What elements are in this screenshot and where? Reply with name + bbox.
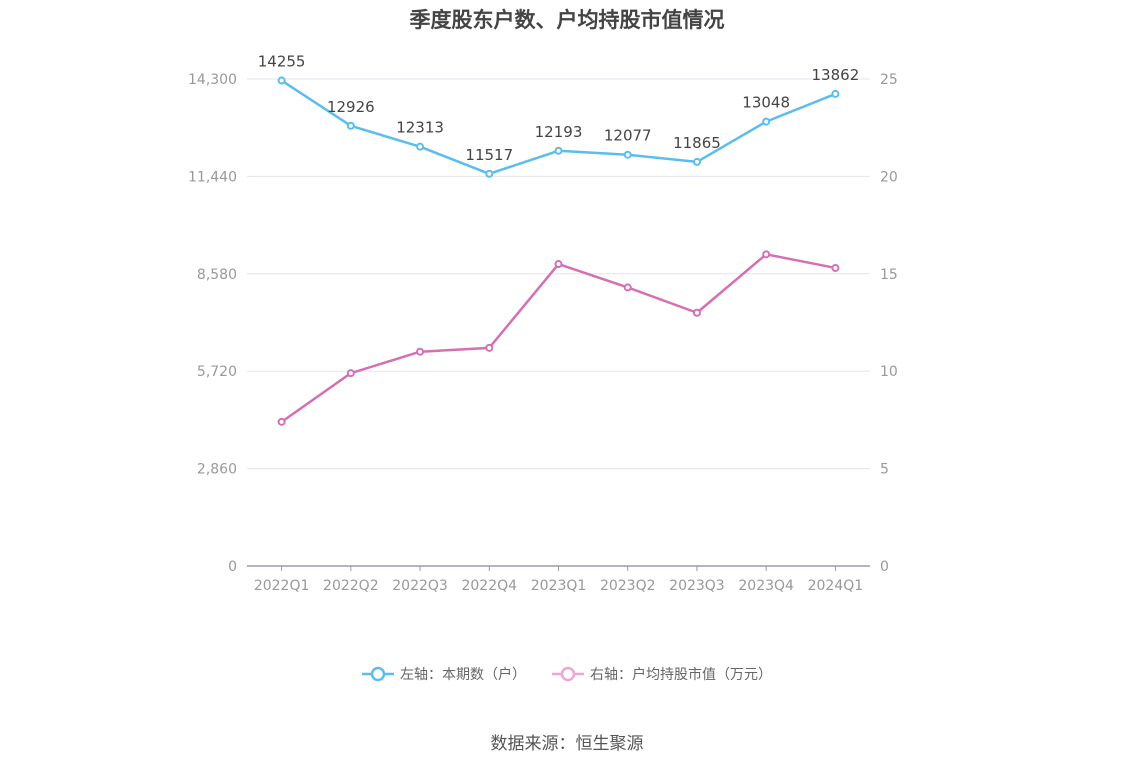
data-label: 11517: [465, 146, 513, 164]
data-point: [623, 283, 632, 292]
x-axis-tick-label: 2023Q3: [669, 578, 725, 594]
left-axis-tick-label: 8,580: [197, 267, 237, 283]
legend-label-avg-value: 右轴：户均持股市值（万元）: [590, 667, 772, 683]
x-axis-tick-label: 2022Q2: [323, 578, 379, 594]
data-label: 12193: [535, 123, 583, 141]
data-point: [346, 121, 355, 130]
x-axis-tick-label: 2023Q4: [738, 578, 794, 594]
right-axis-tick-label: 5: [880, 462, 889, 478]
data-point: [623, 150, 632, 159]
left-axis-tick-label: 14,300: [188, 72, 237, 88]
data-point: [346, 369, 355, 378]
legend-item-households[interactable]: 左轴：本期数（户）: [362, 664, 526, 684]
right-axis-tick-label: 25: [880, 72, 898, 88]
data-point: [692, 308, 701, 317]
series-line-1: [280, 253, 836, 423]
x-axis-tick-label: 2022Q4: [461, 578, 517, 594]
left-axis-tick-label: 11,440: [188, 169, 237, 185]
right-axis-tick-label: 20: [880, 169, 898, 185]
data-label: 11865: [673, 134, 721, 152]
legend-label-households: 左轴：本期数（户）: [400, 667, 526, 683]
data-point: [485, 343, 494, 352]
data-point: [554, 146, 563, 155]
data-point: [831, 89, 840, 98]
right-axis-tick-label: 15: [880, 267, 898, 283]
legend-item-avg-value[interactable]: 右轴：户均持股市值（万元）: [552, 664, 772, 684]
data-label: 14255: [258, 53, 306, 71]
x-axis-tick-label: 2023Q2: [600, 578, 656, 594]
data-point: [762, 117, 771, 126]
data-point: [416, 347, 425, 356]
chart-title: 季度股东户数、户均持股市值情况: [409, 8, 725, 32]
left-axis-tick-label: 0: [228, 559, 237, 575]
data-point: [277, 417, 286, 426]
x-axis-tick-label: 2022Q1: [254, 578, 310, 594]
x-axis-tick-label: 2022Q3: [392, 578, 448, 594]
legend-marker-households: [362, 666, 394, 682]
data-label: 13048: [742, 94, 790, 112]
data-point: [554, 260, 563, 269]
source-note: 数据来源：恒生聚源: [490, 734, 644, 754]
left-axis-tick-label: 2,860: [197, 462, 237, 478]
right-axis-tick-label: 0: [880, 559, 889, 575]
data-label: 12077: [604, 127, 652, 145]
data-label: 12313: [396, 119, 444, 137]
legend-marker-avg-value: [552, 666, 584, 682]
right-axis-tick-label: 10: [880, 364, 898, 380]
data-point: [416, 142, 425, 151]
data-label: 12926: [327, 98, 375, 116]
x-axis-tick-label: 2023Q1: [531, 578, 587, 594]
x-axis-tick-label: 2024Q1: [808, 578, 864, 594]
data-label: 13862: [812, 66, 860, 84]
data-point: [485, 169, 494, 178]
data-point: [277, 76, 286, 85]
data-point: [762, 250, 771, 259]
left-axis-tick-label: 5,720: [197, 364, 237, 380]
data-point: [831, 263, 840, 272]
legend: 左轴：本期数（户） 右轴：户均持股市值（万元）: [0, 664, 1134, 684]
data-point: [692, 157, 701, 166]
